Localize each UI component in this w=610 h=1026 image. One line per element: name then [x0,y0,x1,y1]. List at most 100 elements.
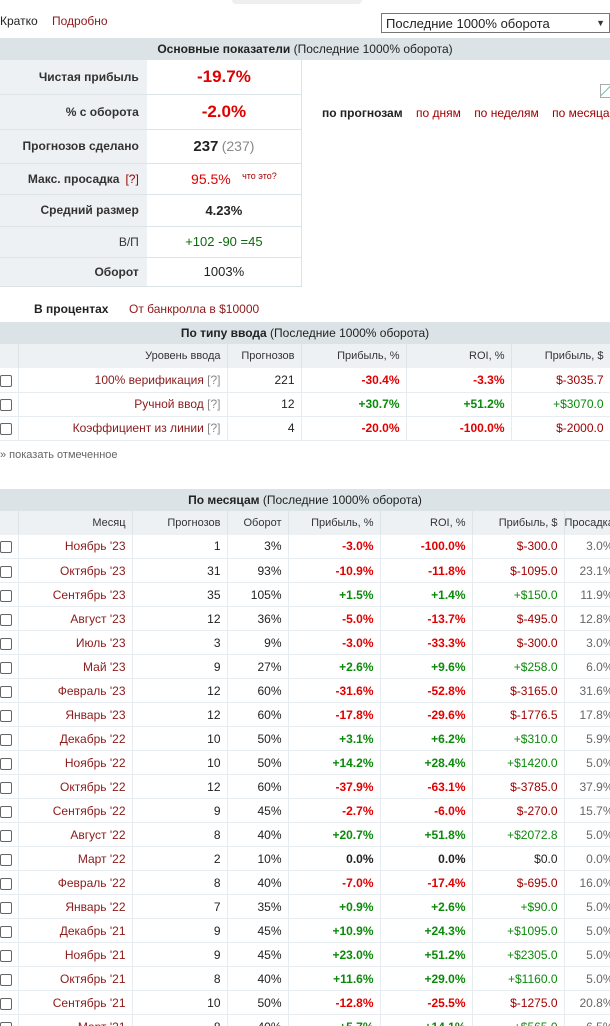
level-help-link[interactable]: [?] [207,372,221,387]
col-header-month[interactable]: Месяц [18,510,133,535]
row-checkbox[interactable] [0,541,12,554]
profit-pct-cell: -30.4% [301,368,407,393]
chevron-down-icon: ▼ [596,18,605,28]
month-cell[interactable]: Март '21 [18,1014,133,1026]
col-header-forecasts[interactable]: Прогнозов [132,510,228,535]
month-cell[interactable]: Февраль '23 [18,678,133,703]
show-marked-link[interactable]: » показать отмеченное [0,448,118,461]
wl-value: +102 -90 =45 [185,234,263,249]
input-type-subtitle: (Последние 1000% оборота) [270,326,430,340]
profit-usd-cell: +$1095.0 [472,918,565,943]
drawdown-help-link[interactable]: [?] [125,171,139,186]
month-cell[interactable]: Октябрь '23 [18,558,133,583]
month-cell[interactable]: Февраль '22 [18,870,133,895]
roi-cell: 0.0% [380,846,473,871]
col-header-forecasts[interactable]: Прогнозов [227,344,302,368]
row-checkbox[interactable] [0,949,12,962]
profit-pct-cell: -3.0% [288,534,381,559]
col-header-profit-pct[interactable]: Прибыль, % [301,344,407,368]
row-checkbox[interactable] [0,781,12,794]
roi-cell: -11.8% [380,558,473,583]
month-cell[interactable]: Октябрь '22 [18,774,133,799]
month-cell[interactable]: Январь '22 [18,894,133,919]
brief-view-link[interactable]: Кратко [0,14,38,28]
chart-tab-forecasts[interactable]: по прогнозам [322,106,403,120]
month-cell[interactable]: Май '23 [18,654,133,679]
percent-mode-label[interactable]: В процентах [34,302,109,316]
row-checkbox[interactable] [0,1021,12,1026]
drawdown-whatis-link[interactable]: что это? [242,170,277,181]
col-header-level[interactable]: Уровень ввода [18,344,228,368]
month-cell[interactable]: Декабрь '22 [18,726,133,751]
level-cell: Ручной ввод [?] [18,392,228,417]
month-cell[interactable]: Март '22 [18,846,133,871]
turnover-cell: 45% [227,918,289,943]
profit-usd-cell: +$150.0 [472,582,565,607]
col-header-roi[interactable]: ROI, % [380,510,473,535]
col-header-drawdown[interactable]: Просадка [564,510,610,535]
month-cell[interactable]: Июль '23 [18,630,133,655]
row-checkbox[interactable] [0,829,12,842]
months-table: Месяц Прогнозов Оборот Прибыль, % ROI, %… [0,510,610,1026]
level-name[interactable]: Коэффициент из линии [72,421,204,435]
row-checkbox[interactable] [0,565,12,578]
row-checkbox[interactable] [0,709,12,722]
level-name[interactable]: Ручной ввод [134,397,204,411]
month-cell[interactable]: Декабрь '21 [18,918,133,943]
row-checkbox[interactable] [0,997,12,1010]
row-checkbox[interactable] [0,757,12,770]
row-checkbox[interactable] [0,637,12,650]
row-checkbox[interactable] [0,613,12,626]
col-header-profit-usd[interactable]: Прибыль, $ [511,344,610,368]
drawdown-cell: 0.0% [564,846,610,871]
row-checkbox[interactable] [0,685,12,698]
month-cell[interactable]: Октябрь '21 [18,966,133,991]
period-select[interactable]: Последние 1000% оборота ▼ [381,13,610,33]
month-cell[interactable]: Сентябрь '22 [18,798,133,823]
row-checkbox[interactable] [0,973,12,986]
row-checkbox[interactable] [0,423,12,435]
detailed-view-link[interactable]: Подробно [52,14,108,28]
month-cell[interactable]: Ноябрь '23 [18,534,133,559]
row-checkbox[interactable] [0,374,12,387]
month-cell[interactable]: Сентябрь '23 [18,582,133,607]
chart-tab-months[interactable]: по месяцам [552,106,610,120]
turnover-pct-value: -2.0% [201,101,247,121]
col-header-roi[interactable]: ROI, % [406,344,512,368]
bankroll-mode-link[interactable]: От банкролла в $10000 [129,302,260,316]
month-cell[interactable]: Ноябрь '22 [18,750,133,775]
row-checkbox[interactable] [0,589,12,602]
month-cell[interactable]: Январь '23 [18,702,133,727]
chart-tab-days[interactable]: по дням [415,106,461,120]
row-checkbox[interactable] [0,399,12,411]
chart-tab-weeks[interactable]: по неделям [474,106,539,120]
month-cell[interactable]: Сентябрь '21 [18,990,133,1015]
row-checkbox[interactable] [0,877,12,890]
level-name[interactable]: 100% верификация [94,372,204,387]
forecasts-cell: 9 [132,942,228,967]
row-checkbox[interactable] [0,925,12,938]
col-header-profit-pct[interactable]: Прибыль, % [288,510,381,535]
forecasts-cell: 221 [227,368,302,393]
row-checkbox[interactable] [0,661,12,674]
month-cell[interactable]: Август '22 [18,822,133,847]
row-checkbox[interactable] [0,901,12,914]
col-header-profit-usd[interactable]: Прибыль, $ [472,510,565,535]
month-cell[interactable]: Ноябрь '21 [18,942,133,967]
level-help-link[interactable]: [?] [207,397,221,411]
col-header-turnover[interactable]: Оборот [227,510,289,535]
forecasts-cell: 9 [132,654,228,679]
level-help-link[interactable]: [?] [207,421,221,435]
month-cell[interactable]: Август '23 [18,606,133,631]
profit-pct-cell: +3.1% [288,726,381,751]
row-checkbox[interactable] [0,853,12,866]
summary-subtitle: (Последние 1000% оборота) [293,42,453,56]
drawdown-cell: 20.8% [564,990,610,1015]
forecasts-cell: 12 [132,606,228,631]
row-checkbox[interactable] [0,733,12,746]
row-checkbox[interactable] [0,805,12,818]
